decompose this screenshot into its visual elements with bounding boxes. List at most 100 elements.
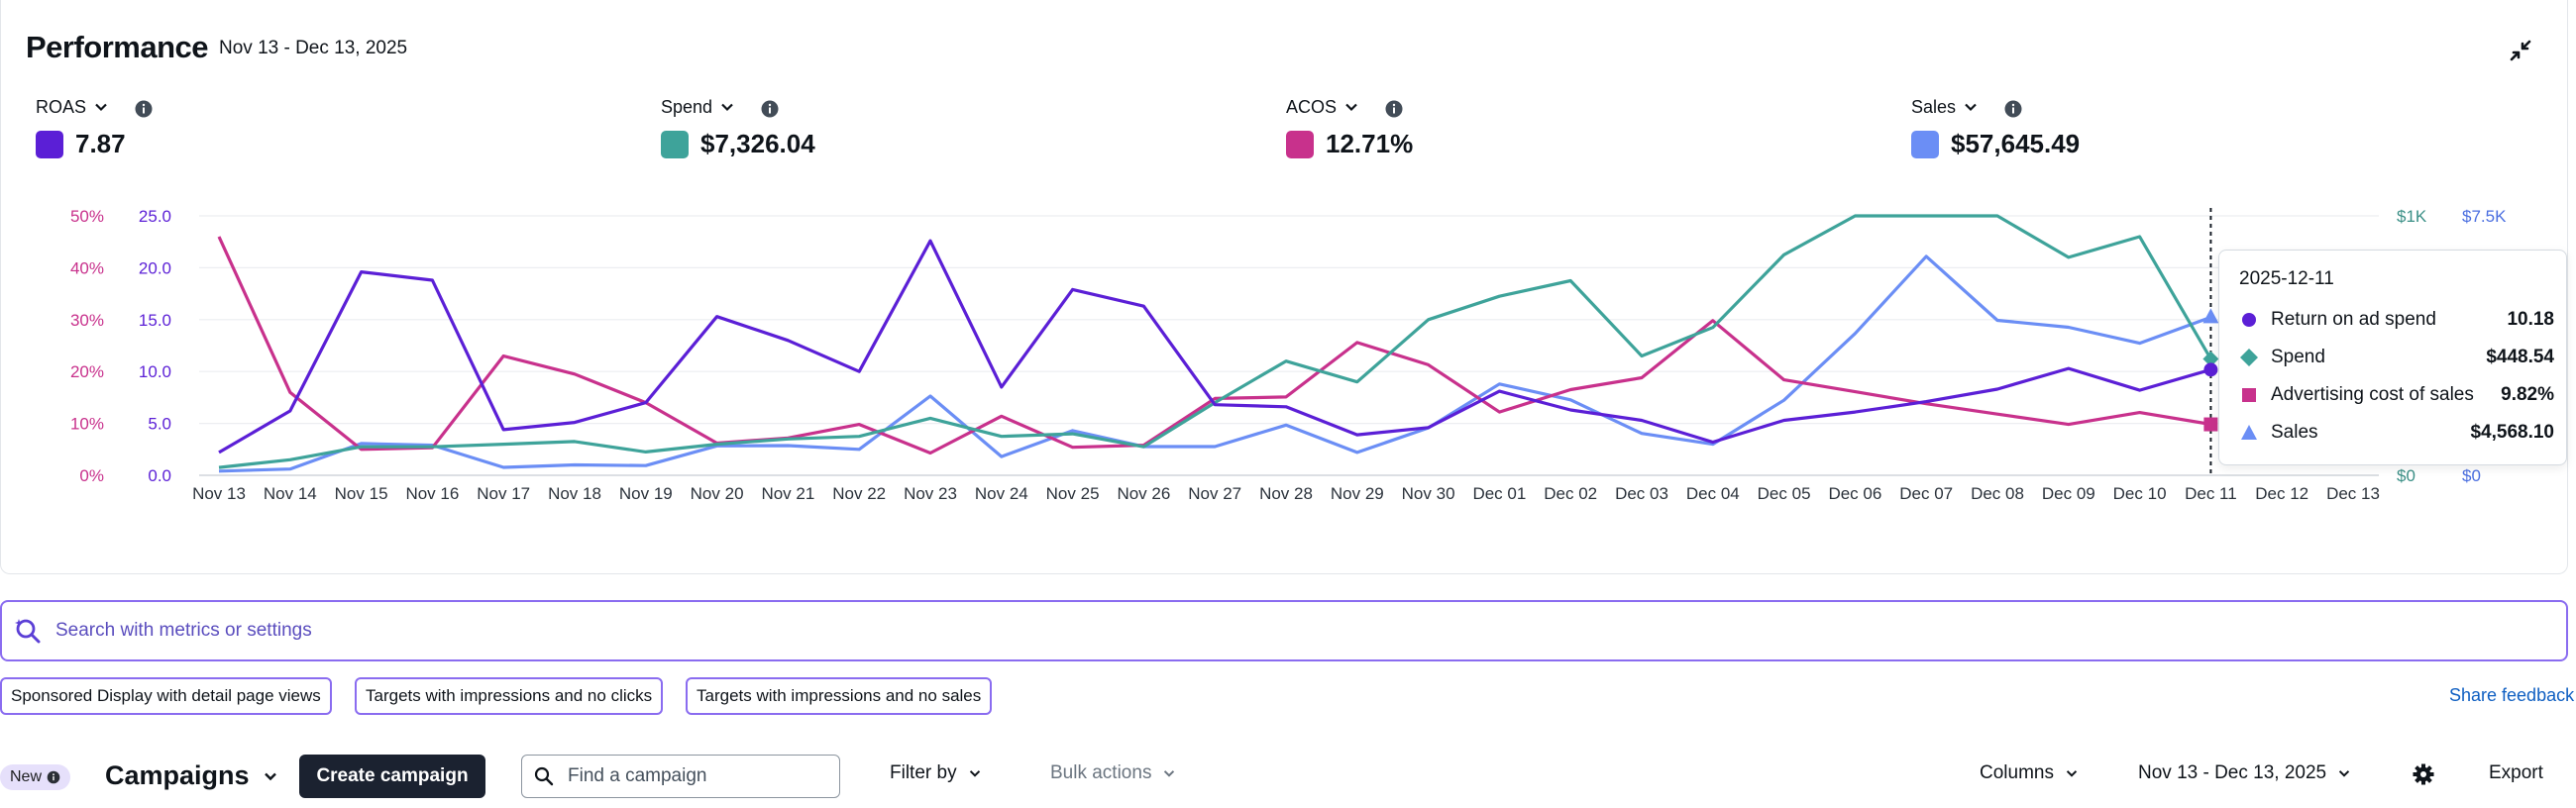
x-tick-label: Dec 12 — [2255, 484, 2308, 503]
share-feedback-link[interactable]: Share feedback — [2449, 685, 2575, 705]
roas-marker — [2203, 362, 2218, 377]
search-placeholder: Search with metrics or settings — [55, 620, 312, 641]
tooltip-value: $448.54 — [2486, 347, 2554, 367]
collapse-icon[interactable] — [2506, 36, 2535, 65]
y-tick-label-roas: 10.0 — [139, 362, 171, 381]
y-tick-label-acos: 50% — [70, 207, 104, 226]
chevron-down-icon[interactable] — [1342, 98, 1360, 116]
export-button[interactable]: Export — [2489, 762, 2543, 783]
info-icon[interactable] — [134, 99, 154, 119]
suggestion-chip[interactable]: Sponsored Display with detail page views — [0, 677, 332, 715]
x-tick-label: Nov 26 — [1117, 484, 1170, 503]
chevron-down-icon — [264, 772, 276, 780]
x-tick-label: Dec 08 — [1971, 484, 2024, 503]
y-tick-label-acos: 40% — [70, 258, 104, 277]
metric-selector[interactable]: Spend — [661, 96, 713, 117]
chevron-down-icon — [1164, 770, 1175, 777]
info-icon — [47, 770, 60, 784]
x-tick-label: Nov 14 — [264, 484, 317, 503]
x-tick-label: Nov 25 — [1046, 484, 1100, 503]
tooltip-value: $4,568.10 — [2470, 422, 2554, 443]
sales-marker — [2202, 308, 2219, 324]
x-tick-label: Dec 06 — [1828, 484, 1881, 503]
y-tick-label-roas: 5.0 — [148, 415, 171, 434]
metric-selector[interactable]: ACOS — [1286, 96, 1338, 117]
x-tick-label: Nov 24 — [975, 484, 1028, 503]
new-badge-label: New — [10, 768, 43, 785]
gear-icon[interactable] — [2412, 762, 2435, 786]
info-icon[interactable] — [1384, 99, 1404, 119]
filter-by-dropdown[interactable]: Filter by — [890, 762, 983, 784]
chevron-down-icon[interactable] — [718, 98, 736, 116]
info-icon[interactable] — [2003, 99, 2023, 119]
x-tick-label: Nov 19 — [619, 484, 673, 503]
x-tick-label: Dec 13 — [2326, 484, 2380, 503]
metric-value: 12.71% — [1326, 129, 1414, 158]
x-tick-label: Dec 09 — [2042, 484, 2095, 503]
campaigns-title: Campaigns — [105, 760, 250, 790]
x-tick-label: Nov 20 — [691, 484, 744, 503]
chevron-down-icon[interactable] — [1962, 98, 1980, 116]
y-tick-label-roas: 0.0 — [148, 466, 171, 485]
y-tick-label-acos: 20% — [70, 362, 104, 381]
metric-color-swatch — [36, 130, 63, 158]
tooltip-row-spend: Spend $448.54 — [2239, 344, 2554, 371]
y-tick-label-acos: 10% — [70, 415, 104, 434]
x-tick-label: Dec 10 — [2113, 484, 2167, 503]
columns-dropdown[interactable]: Columns — [1980, 762, 2080, 784]
metrics-search-input[interactable]: Search with metrics or settings — [0, 600, 2568, 661]
find-campaign-input[interactable]: Find a campaign — [521, 755, 840, 798]
campaigns-dropdown[interactable]: Campaigns — [105, 760, 279, 791]
x-tick-label: Nov 23 — [904, 484, 957, 503]
spend-marker — [2202, 351, 2219, 367]
metric-value: $7,326.04 — [700, 129, 815, 158]
y-tick-label-roas: 20.0 — [139, 258, 171, 277]
chevron-down-icon — [969, 770, 980, 777]
search-sparkle-icon — [15, 619, 41, 644]
performance-card: Performance Nov 13 - Dec 13, 2025 ROAS 7… — [0, 0, 2568, 574]
find-campaign-placeholder: Find a campaign — [568, 765, 707, 786]
x-tick-label: Nov 21 — [761, 484, 814, 503]
metric-color-swatch — [1286, 130, 1314, 158]
date-range-dropdown[interactable]: Nov 13 - Dec 13, 2025 — [2138, 762, 2352, 784]
chevron-down-icon[interactable] — [92, 98, 110, 116]
x-tick-label: Nov 28 — [1259, 484, 1313, 503]
suggestion-chip[interactable]: Targets with impressions and no sales — [686, 677, 993, 715]
performance-chart[interactable]: 0% 10% 20% 30% 40% 50% 0.0 5.0 10.0 15.0 20.0 25.0 $… — [1, 188, 2569, 515]
tooltip-value: 10.18 — [2507, 309, 2554, 330]
tooltip-label: Advertising cost of sales — [2271, 384, 2474, 405]
tooltip-date: 2025-12-11 — [2239, 268, 2334, 289]
metric-color-swatch — [661, 130, 689, 158]
chart-tooltip: 2025-12-11 Return on ad spend 10.18 Spen… — [2218, 250, 2567, 465]
x-tick-label: Nov 30 — [1402, 484, 1455, 503]
tooltip-row-sales: Sales $4,568.10 — [2239, 419, 2554, 447]
metric-selector[interactable]: ROAS — [36, 96, 87, 117]
create-campaign-button[interactable]: Create campaign — [299, 755, 485, 798]
tooltip-label: Spend — [2271, 347, 2325, 367]
filter-by-label: Filter by — [890, 762, 957, 783]
x-tick-label: Dec 03 — [1615, 484, 1668, 503]
metric-roas: ROAS 7.87 — [36, 95, 154, 159]
search-icon — [534, 766, 554, 786]
metric-selector[interactable]: Sales — [1911, 96, 1957, 117]
x-tick-label: Nov 29 — [1331, 484, 1384, 503]
tooltip-row-acos: Advertising cost of sales 9.82% — [2239, 381, 2554, 409]
tooltip-value: 9.82% — [2501, 384, 2554, 405]
y-tick-label-acos: 0% — [79, 466, 104, 485]
metric-value: $57,645.49 — [1951, 129, 2081, 158]
y-tick-label-spend: $1K — [2397, 207, 2427, 226]
x-tick-label: Dec 01 — [1472, 484, 1526, 503]
x-tick-label: Dec 07 — [1899, 484, 1953, 503]
x-tick-label: Nov 17 — [477, 484, 530, 503]
series-line-roas — [218, 239, 2211, 454]
suggestion-chip[interactable]: Targets with impressions and no clicks — [355, 677, 664, 715]
x-tick-label: Dec 04 — [1686, 484, 1740, 503]
bulk-actions-label: Bulk actions — [1050, 762, 1152, 783]
x-tick-label: Nov 16 — [405, 484, 459, 503]
metric-acos: ACOS 12.71% — [1286, 95, 1413, 159]
bulk-actions-dropdown[interactable]: Bulk actions — [1050, 762, 1177, 784]
info-icon[interactable] — [760, 99, 780, 119]
y-tick-label-roas: 15.0 — [139, 311, 171, 330]
metric-sales: Sales $57,645.49 — [1911, 95, 2080, 159]
tooltip-row-roas: Return on ad spend 10.18 — [2239, 306, 2554, 334]
